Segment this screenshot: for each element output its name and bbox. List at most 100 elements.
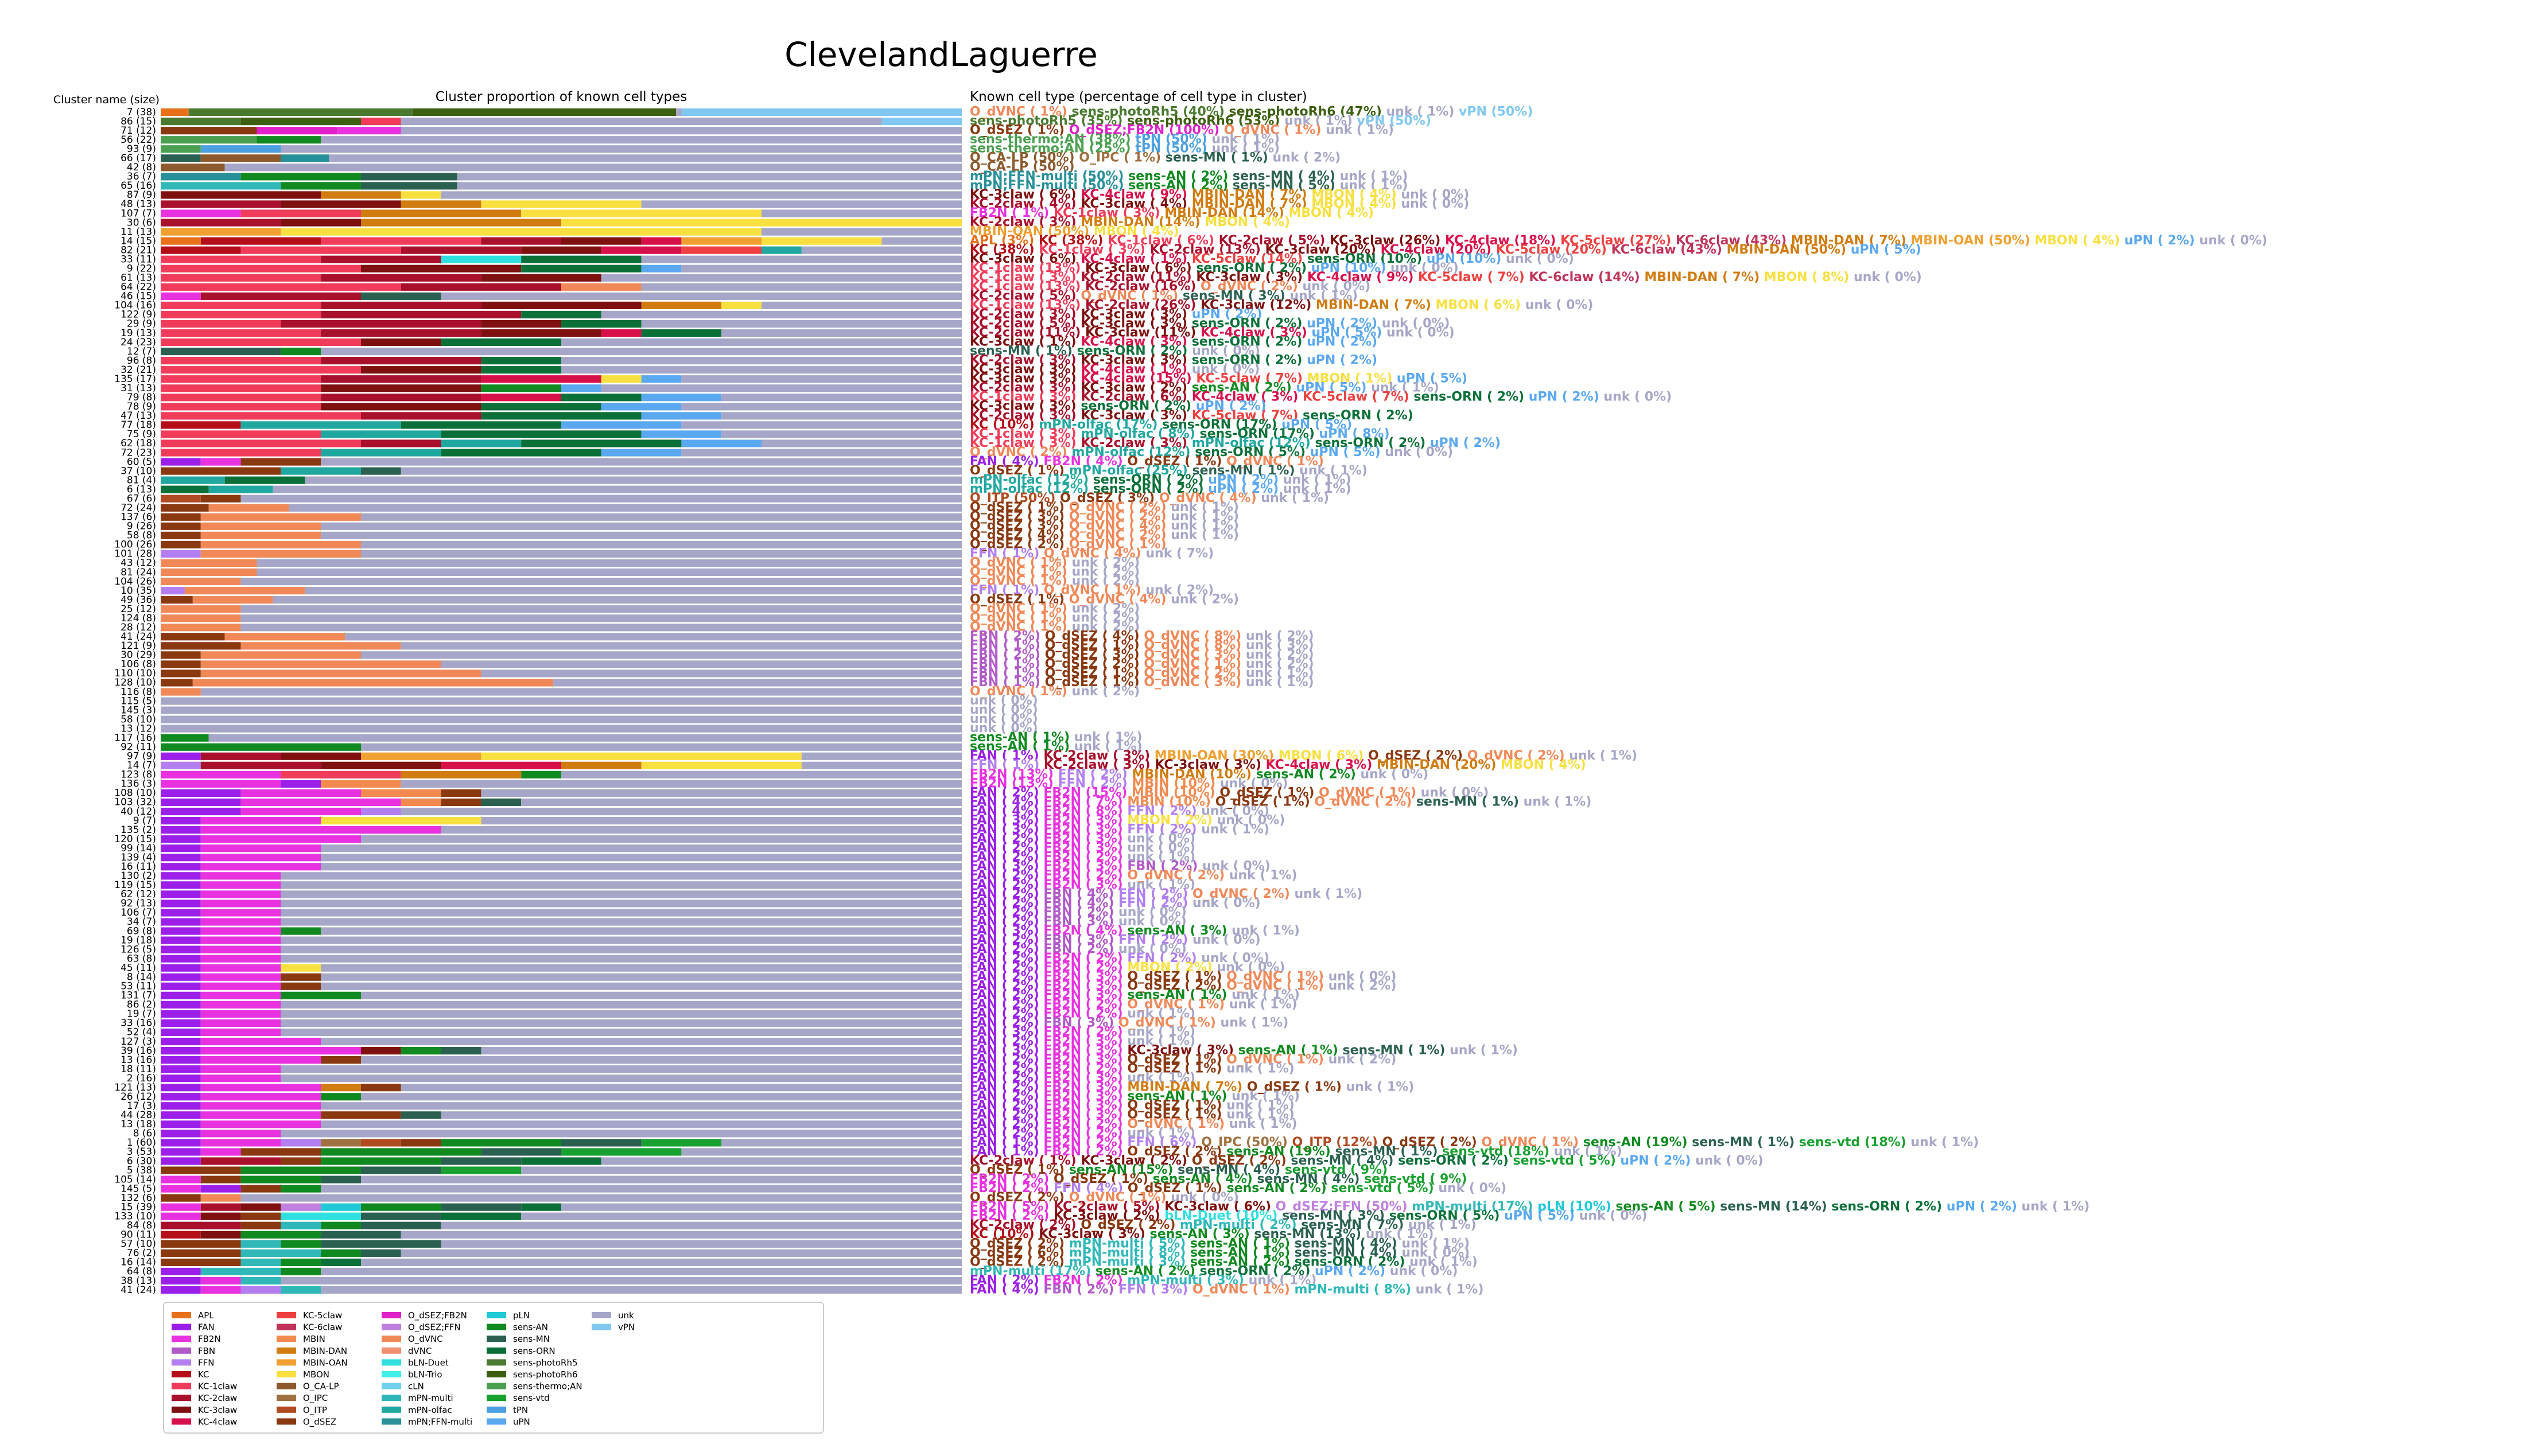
- bar-segment: [401, 118, 882, 126]
- annotation-entry: FAN ( 3%): [970, 859, 1039, 874]
- annotation-entry: FFN ( 2%): [1114, 887, 1188, 901]
- annotation-row: FFN ( 1%) O_dVNC ( 1%) unk ( 2%): [970, 583, 1214, 598]
- bar-segment: [161, 854, 201, 862]
- bar-segment: [161, 1249, 241, 1257]
- annotation-row: FB2N ( 5%) KC-2claw ( 5%) KC-3claw ( 6%)…: [970, 1200, 2089, 1214]
- legend-label: uPN: [513, 1416, 530, 1427]
- annotation-entry: sens-vtd (18%): [1438, 1144, 1550, 1159]
- bar-segment: [762, 209, 962, 217]
- bar-segment: [161, 1276, 201, 1285]
- bar-segment: [188, 108, 413, 116]
- annotation-entry: sens-AN (15%): [1065, 1163, 1173, 1177]
- annotation-entry: unk ( 1%): [1404, 1218, 1476, 1232]
- annotation-entry: O_dVNC ( 2%): [1310, 795, 1412, 809]
- annotation-entry: unk ( 1%): [1280, 114, 1352, 129]
- annotation-row: sens-MN ( 1%) sens-ORN ( 2%) unk ( 0%): [970, 344, 1260, 359]
- bar-segment: [321, 1175, 361, 1184]
- bar-segment: [200, 651, 361, 659]
- annotation-row: FAN ( 2%) FB2N ( 3%) O_dSEZ ( 1%) O_dVNC…: [970, 970, 1396, 984]
- legend-label: KC-1claw: [198, 1381, 237, 1392]
- annotation-entry: FB2N ( 3%): [1039, 979, 1123, 993]
- annotation-row: FAN ( 2%) FB2N ( 3%) unk ( 1%): [970, 878, 1195, 892]
- legend-label: FFN: [198, 1357, 214, 1368]
- bar-segment: [161, 163, 225, 172]
- annotation-entry: O_dSEZ ( 3%): [1055, 491, 1155, 505]
- annotation-entry: FFN ( 2%): [1123, 804, 1197, 818]
- legend-label: MBON: [303, 1369, 329, 1380]
- bar-segment: [161, 458, 201, 466]
- bar-segment: [681, 108, 962, 116]
- bar-segment: [161, 338, 361, 347]
- bar-segment: [762, 301, 962, 309]
- annotation-entry: FFN ( 1%): [970, 758, 1039, 772]
- bar-segment: [441, 439, 522, 447]
- bar-segment: [161, 688, 201, 696]
- cluster-label: 121 (9): [121, 640, 156, 652]
- bar-segment: [161, 1028, 201, 1037]
- annotation-row: FAN ( 2%) FB2N ( 3%) sens-AN ( 1%) unk (…: [970, 988, 1300, 1002]
- legend-label: mPN;FFN-multi: [408, 1416, 472, 1427]
- bar-segment: [161, 228, 281, 236]
- bar-segment: [281, 1240, 321, 1248]
- cluster-label: 119 (15): [114, 879, 156, 891]
- annotation-entry: O_dVNC ( 1%): [1188, 1282, 1289, 1297]
- cluster-label: 14 (7): [127, 760, 156, 772]
- annotation-entry: KC-5claw ( 7%): [1298, 390, 1409, 404]
- legend-swatch: [592, 1323, 611, 1330]
- cluster-label: 137 (6): [121, 512, 156, 523]
- annotation-row: FAN ( 2%) FB2N (15%) MBIN (10%) O_dSEZ (…: [970, 785, 1489, 800]
- bar-segment: [345, 633, 962, 641]
- annotation-entry: unk ( 0%): [1197, 804, 1269, 818]
- annotation-entry: sens-AN ( 1%): [1123, 1089, 1227, 1104]
- annotation-entry: unk ( 2%): [1268, 151, 1341, 165]
- cluster-label: 135 (17): [114, 373, 156, 385]
- annotation-entry: sens-ORN ( 2%): [1187, 316, 1302, 330]
- bar-segment: [321, 255, 441, 263]
- legend-swatch: [487, 1406, 506, 1413]
- bar-segment: [681, 246, 762, 254]
- annotation-entry: unk ( 0%): [1377, 316, 1450, 330]
- bar-segment: [441, 191, 962, 199]
- bar-segment: [161, 1148, 201, 1156]
- bar-segment: [161, 154, 201, 162]
- bar-segment: [561, 320, 642, 328]
- annotation-row: FB2N ( 2%) O_dSEZ ( 1%) sens-AN ( 4%) se…: [970, 1172, 1467, 1186]
- bar-segment: [161, 439, 361, 447]
- bar-segment: [200, 1010, 281, 1018]
- annotation-entry: sens-AN ( 2%): [1091, 1264, 1195, 1278]
- annotation-entry: FFN ( 2%): [1114, 896, 1188, 910]
- bar-segment: [321, 854, 962, 862]
- cluster-label: 104 (16): [114, 300, 156, 312]
- annotation-entry: FB2N ( 2%): [1039, 997, 1123, 1011]
- bar-segment: [321, 1286, 962, 1294]
- bar-segment: [200, 761, 321, 769]
- bar-segment: [321, 384, 481, 392]
- annotation-entry: FAN ( 3%): [970, 1025, 1039, 1039]
- annotation-row: FAN ( 2%) FB2N ( 2%) O_dSEZ ( 1%) unk ( …: [970, 1062, 1295, 1076]
- cluster-label: 39 (16): [121, 1045, 156, 1057]
- annotation-entry: FB2N ( 2%): [1039, 1273, 1123, 1287]
- annotation-entry: FFN ( 2%): [1123, 823, 1197, 837]
- bar-segment: [161, 283, 401, 291]
- annotation-entry: sens-MN ( 1%): [1331, 1144, 1438, 1159]
- annotation-entry: sens-AN ( 4%): [1148, 1172, 1253, 1186]
- annotation-entry: KC-6claw (43%): [1607, 243, 1722, 257]
- annotation-entry: vPN (50%): [1454, 104, 1533, 119]
- annotation-entry: unk ( 0%): [1187, 344, 1260, 359]
- bar-segment: [401, 1231, 962, 1239]
- annotation-entry: MBON ( 8%): [1759, 270, 1849, 285]
- annotation-entry: KC (10%): [970, 418, 1035, 432]
- bar-segment: [240, 1194, 962, 1202]
- bar-segment: [481, 301, 642, 309]
- annotation-entry: FB2N ( 2%): [1039, 1025, 1123, 1039]
- bar-segment: [161, 624, 241, 632]
- annotation-row: FBN ( 1%) O_dSEZ ( 1%) O_dVNC ( 2%) unk …: [970, 666, 1314, 680]
- annotation-entry: FB2N ( 2%): [1039, 1006, 1123, 1021]
- annotation-entry: KC (38%): [970, 243, 1035, 257]
- bar-segment: [441, 1221, 962, 1229]
- annotation-entry: O_dSEZ ( 1%): [1123, 1108, 1222, 1122]
- annotation-row: KC-3claw ( 1%) KC-4claw ( 3%) sens-ORN (…: [970, 334, 1377, 349]
- bar-segment: [161, 384, 321, 392]
- bar-segment: [240, 1231, 321, 1239]
- legend-swatch: [277, 1406, 296, 1413]
